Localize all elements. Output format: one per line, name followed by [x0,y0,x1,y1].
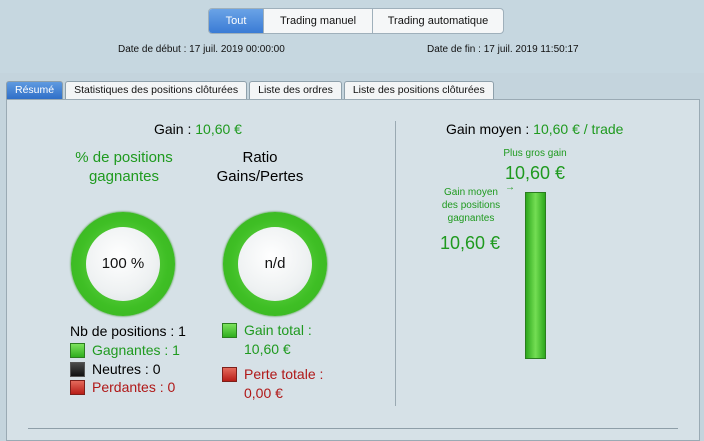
bottom-divider [28,428,678,429]
total-gain-swatch [222,323,237,338]
avg-winning-label-line1: Gain moyen [444,187,498,198]
win-pct-value: 100 % [86,227,160,301]
avg-gain-value: 10,60 € / trade [533,121,624,137]
total-loss-label: Perte totale : [244,366,324,382]
win-pct-donut: 100 % [71,212,175,316]
total-loss-value: 0,00 € [244,385,283,401]
winners-legend-swatch [70,343,85,358]
neutral-legend-swatch [70,362,85,377]
neutral-count: Neutres : 0 [92,361,161,377]
total-gain-label: Gain total : [244,322,312,338]
tab-closed-positions[interactable]: Liste des positions clôturées [343,81,494,99]
win-pct-title: % de positions gagnantes [75,149,173,185]
gain-bar [525,192,546,359]
ratio-value: n/d [238,227,312,301]
avg-winning-label: Gain moyen des positions gagnantes [430,186,512,225]
tab-summary[interactable]: Résumé [6,81,64,99]
biggest-gain-label: Plus gros gain [503,148,567,159]
gain-label: Gain : [154,121,192,137]
filter-manual-button[interactable]: Trading manuel [263,9,372,33]
gain-summary: Gain : 10,60 € [154,121,242,137]
gain-value: 10,60 € [195,121,242,137]
avg-gain-label: Gain moyen : [446,121,530,137]
avg-winning-label-line3: gagnantes [447,213,495,224]
tab-closed-stats[interactable]: Statistiques des positions clôturées [65,81,248,99]
positions-count: Nb de positions : 1 [70,323,186,339]
ratio-title: Ratio Gains/Pertes [210,148,310,186]
avg-winning-value: 10,60 € [440,233,501,253]
total-loss-swatch [222,367,237,382]
total-gain-value: 10,60 € [244,341,291,357]
losers-count: Perdantes : 0 [92,379,176,395]
avg-winning-label-line2: des positions [441,200,501,211]
biggest-gain-value: 10,60 € [504,163,566,183]
ratio-donut: n/d [223,212,327,316]
ratio-title-line2: Gains/Pertes [216,168,304,185]
avg-gain-summary: Gain moyen : 10,60 € / trade [446,121,623,137]
winners-count: Gagnantes : 1 [92,342,180,358]
filter-all-button[interactable]: Tout [209,9,263,33]
tab-bar: Résumé Statistiques des positions clôtur… [6,81,496,99]
filter-segmented-control: Tout Trading manuel Trading automatique [208,8,504,34]
end-date: Date de fin : 17 juil. 2019 11:50:17 [427,44,579,55]
arrow-right-icon: → [505,182,515,193]
losers-legend-swatch [70,380,85,395]
top-toolbar: Tout Trading manuel Trading automatique … [0,0,704,73]
section-divider [395,121,396,406]
ratio-title-line1: Ratio [242,149,278,166]
tab-orders[interactable]: Liste des ordres [249,81,342,99]
start-date: Date de début : 17 juil. 2019 00:00:00 [118,44,285,55]
filter-auto-button[interactable]: Trading automatique [372,9,503,33]
